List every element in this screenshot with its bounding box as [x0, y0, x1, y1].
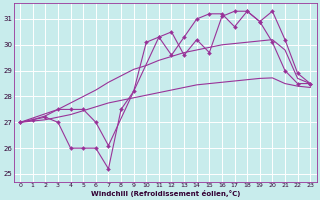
X-axis label: Windchill (Refroidissement éolien,°C): Windchill (Refroidissement éolien,°C) [91, 190, 240, 197]
